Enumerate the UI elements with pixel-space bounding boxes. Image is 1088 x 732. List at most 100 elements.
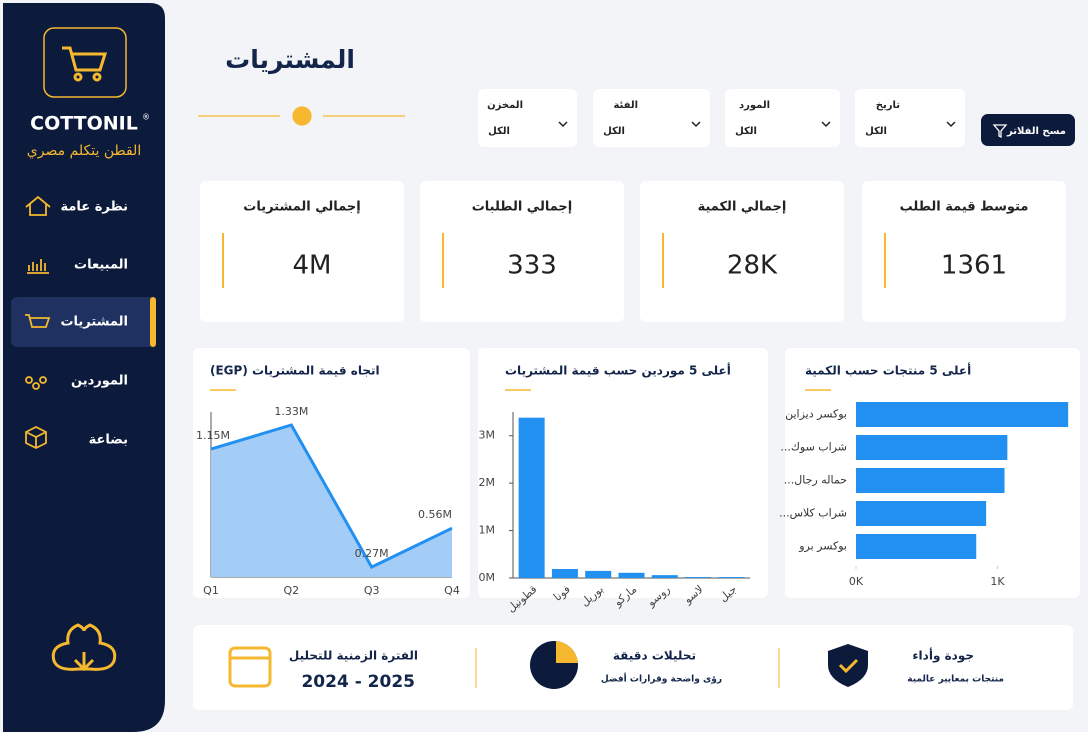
chart-card	[478, 348, 768, 598]
nav-item[interactable]: الموردين	[71, 374, 128, 389]
line	[210, 423, 453, 570]
kpi-card	[862, 181, 1066, 322]
chevron	[691, 121, 701, 128]
clear-filters-button[interactable]	[981, 114, 1075, 146]
bar	[585, 570, 612, 578]
y-tick-label: 2M	[479, 476, 496, 489]
footer-card	[193, 625, 1073, 710]
x-tick-label: Q1	[203, 584, 219, 597]
filters	[478, 89, 965, 147]
kpi-title: إجمالي المشتريات	[243, 200, 360, 215]
kpi-accent	[442, 233, 444, 288]
filter-card[interactable]	[593, 89, 710, 147]
logo-box	[43, 27, 127, 98]
filter-card[interactable]	[855, 89, 965, 147]
footer-title: الفترة الزمنية للتحليل	[289, 649, 418, 663]
sidebar	[3, 3, 165, 732]
kpi-value: 28K	[727, 251, 778, 281]
bar	[685, 577, 712, 578]
x-tick-label: Q2	[283, 584, 299, 597]
filter-value: الكل	[865, 126, 887, 137]
x-tick-label: 0K	[849, 575, 864, 588]
chart-title: أعلى 5 منتجات حسب الكمية	[805, 363, 971, 378]
chart-title: اتجاه قيمة المشتريات (EGP)	[210, 364, 380, 378]
kpi-accent	[662, 233, 664, 288]
y-tick-label: بوكسر ديزاين	[785, 408, 847, 421]
kpi-title: إجمالي الكمية	[698, 200, 787, 215]
funnel-icon	[992, 124, 1008, 139]
footer-text: منتجات بمعايير عالمية	[907, 675, 1004, 685]
filter-label: المخزن	[487, 100, 523, 111]
bar	[618, 572, 645, 578]
bar	[551, 568, 578, 578]
y-tick-label: حماله رجال...	[784, 474, 847, 487]
title-ornament	[198, 106, 405, 126]
data-label: 1.15M	[196, 429, 230, 442]
bar	[518, 417, 545, 578]
filter-card[interactable]	[478, 89, 577, 147]
bar	[856, 402, 1069, 427]
nav-active	[11, 297, 156, 347]
y-tick-label: 1M	[479, 524, 496, 537]
filter-label: تاريخ	[876, 100, 900, 111]
footer-title: تحليلات دقيقة	[613, 649, 696, 663]
brand: COTTONIL	[30, 113, 138, 135]
kpi-accent	[222, 233, 224, 288]
footer-separators	[475, 648, 780, 688]
nav-item[interactable]: المشتريات	[60, 315, 128, 330]
chevron	[821, 121, 831, 128]
data-label: 1.33M	[274, 405, 308, 418]
y-tick-label: شراب سوك...	[780, 441, 847, 454]
y-tick-label: بوكسر برو	[798, 540, 847, 553]
kpi-accent	[884, 233, 886, 288]
bar	[856, 435, 1008, 460]
nav-active-bar	[150, 297, 156, 347]
filter-label: المورد	[739, 100, 770, 111]
tagline: القطن يتكلم مصري	[27, 143, 141, 159]
kpi-card	[640, 181, 844, 322]
area	[211, 425, 452, 577]
bar	[856, 534, 977, 559]
filter-card[interactable]	[725, 89, 840, 147]
chevron	[558, 121, 568, 128]
data-label: 0.27M	[355, 547, 389, 560]
filter-label: الفئة	[613, 100, 638, 111]
y-tick-label: 3M	[479, 429, 496, 442]
bar	[651, 575, 678, 578]
chevron	[946, 121, 956, 128]
nav-item[interactable]: المبيعات	[74, 258, 128, 273]
filter-value: الكل	[488, 126, 510, 137]
nav-icons	[25, 195, 51, 450]
clear-filters-label[interactable]: مسح الفلاتر	[1006, 126, 1066, 137]
x-tick-label: 1K	[990, 575, 1005, 588]
x-tick-label: Q4	[444, 584, 460, 597]
chart-title: أعلى 5 موردين حسب قيمة المشتريات	[505, 363, 731, 379]
filter-value: الكل	[735, 126, 757, 137]
nav-item[interactable]: بضاعة	[89, 433, 128, 448]
kpi-value: 4M	[293, 251, 332, 281]
footer-icons	[228, 641, 868, 689]
kpi-title: إجمالي الطلبات	[472, 200, 573, 215]
nav-item[interactable]: نظرة عامة	[60, 200, 128, 215]
x-tick-label: Q3	[364, 584, 380, 597]
footer-title: جودة وأداء	[912, 648, 974, 664]
cart-logo	[62, 46, 108, 82]
y-tick-label: شراب كلاس...	[779, 507, 847, 520]
footer-text: رؤى واضحة وقرارات أفضل	[601, 673, 722, 685]
kpi-value: 333	[507, 251, 557, 281]
kpi-title: متوسط قيمة الطلب	[900, 200, 1029, 215]
data-label: 0.56M	[418, 508, 452, 521]
bar	[718, 577, 745, 578]
kpi-card	[420, 181, 624, 322]
cotton-icon	[51, 623, 117, 672]
kpi-card	[200, 181, 404, 322]
y-tick-label: 0M	[479, 571, 496, 584]
filter-value: الكل	[603, 126, 625, 137]
page-title: المشتريات	[225, 45, 355, 75]
brand-mark: ®	[142, 113, 150, 122]
footer-text: 2024 - 2025	[301, 672, 415, 692]
bar	[856, 501, 987, 526]
kpi-value: 1361	[941, 251, 1007, 281]
